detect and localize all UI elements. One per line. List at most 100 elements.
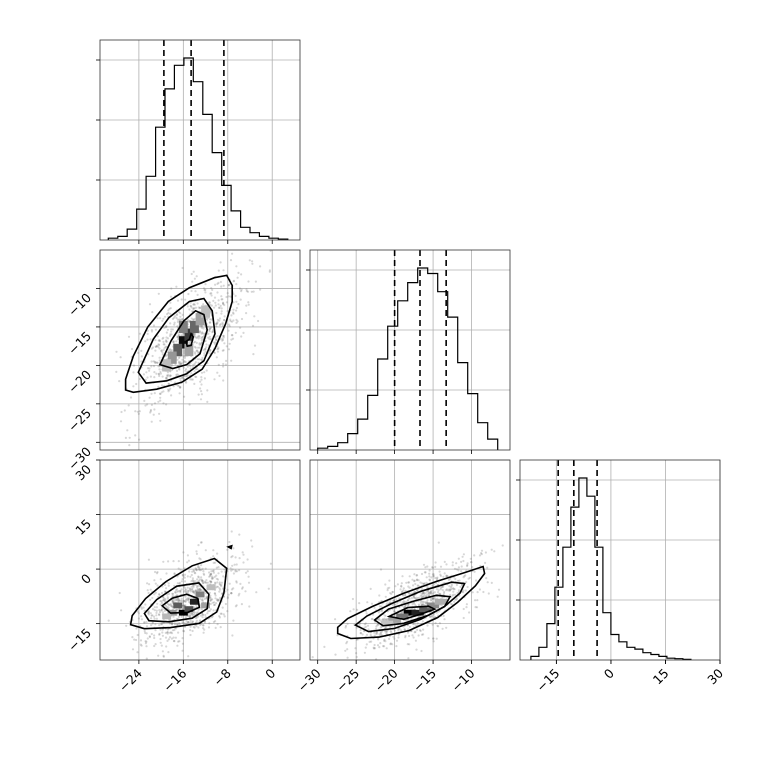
sample-point (197, 346, 200, 349)
sample-point (154, 361, 157, 364)
sample-point (196, 589, 199, 592)
sample-point (204, 288, 207, 291)
sample-point (137, 412, 140, 415)
sample-point (140, 355, 143, 358)
sample-point (158, 611, 162, 614)
sample-point (425, 602, 428, 605)
sample-point (220, 298, 223, 301)
sample-point (143, 399, 146, 402)
sample-point (150, 614, 153, 617)
sample-point (190, 580, 193, 583)
sample-point (176, 358, 179, 361)
sample-point (196, 350, 199, 353)
sample-point (449, 588, 452, 591)
sample-point (190, 588, 194, 591)
sample-point (202, 613, 205, 616)
sample-point (226, 597, 229, 600)
sample-point (240, 603, 243, 606)
sample-point (421, 591, 424, 594)
sample-point (405, 581, 408, 584)
sample-point (202, 631, 205, 634)
sample-point (218, 590, 221, 593)
sample-point (470, 561, 473, 564)
sample-point (183, 586, 186, 589)
sample-point (162, 390, 165, 393)
sample-point (176, 597, 180, 600)
sample-point (211, 570, 215, 573)
sample-point (182, 575, 185, 578)
sample-point (229, 320, 232, 323)
sample-point (150, 329, 153, 332)
sample-point (160, 600, 163, 603)
sample-point (192, 584, 195, 587)
x-tick-label-p2: −30 (295, 665, 324, 694)
sample-point (202, 624, 205, 627)
y-tick-label-p2: −15 (65, 328, 94, 357)
sample-point (178, 360, 181, 363)
sample-point (247, 575, 250, 578)
sample-point (230, 314, 233, 317)
sample-point (429, 591, 432, 594)
panel-frame-hist-p3 (519, 459, 721, 661)
sample-point (429, 590, 432, 594)
sample-point (171, 594, 174, 597)
sample-point (182, 629, 185, 633)
sample-point (493, 550, 496, 553)
sample-point (176, 590, 179, 593)
sample-point (175, 373, 178, 376)
sample-point (467, 577, 470, 580)
sample-point (220, 583, 223, 586)
sample-point (474, 599, 477, 602)
sample-point (232, 587, 235, 590)
sample-point (214, 626, 217, 630)
density-cell (162, 613, 172, 620)
sample-point (220, 585, 223, 588)
sample-point (194, 306, 198, 309)
sample-point (157, 613, 161, 616)
sample-point (221, 349, 224, 352)
sample-point (461, 584, 464, 587)
sample-point (194, 580, 197, 583)
sample-point (433, 583, 436, 586)
sample-point (180, 580, 183, 583)
sample-point (458, 579, 461, 582)
sample-point (232, 312, 235, 315)
sample-point (429, 597, 432, 600)
x-tick-label-p3: −15 (533, 666, 562, 695)
panel-frame-hist-p1 (99, 39, 301, 241)
sample-point (191, 587, 194, 590)
sample-point (207, 336, 210, 339)
sample-point (428, 578, 431, 581)
sample-point (179, 589, 182, 592)
sample-point (159, 628, 162, 631)
sample-point (160, 623, 163, 626)
sample-point (138, 410, 141, 413)
sample-point (149, 375, 152, 378)
sample-point (153, 634, 156, 637)
sample-point (119, 420, 123, 423)
sample-point (171, 317, 175, 320)
sample-point (402, 606, 406, 609)
sample-point (154, 582, 157, 585)
sample-point (222, 334, 225, 337)
sample-point (236, 276, 239, 279)
sample-point (228, 342, 231, 345)
sample-point (179, 315, 182, 318)
sample-point (435, 588, 438, 591)
sample-point (125, 624, 128, 627)
sample-point (177, 631, 180, 634)
sample-point (169, 322, 172, 325)
sample-point (218, 581, 221, 584)
sample-point (107, 619, 110, 622)
sample-point (211, 598, 214, 601)
sample-point (251, 324, 255, 327)
sample-point (222, 349, 225, 352)
density-cell (184, 343, 194, 357)
sample-point (480, 552, 483, 555)
sample-point (140, 615, 143, 618)
x-tick-label-p3: 0 (601, 665, 617, 681)
sample-point (179, 385, 182, 388)
sample-point (226, 548, 229, 551)
sample-point (363, 623, 366, 626)
sample-point (188, 340, 192, 343)
